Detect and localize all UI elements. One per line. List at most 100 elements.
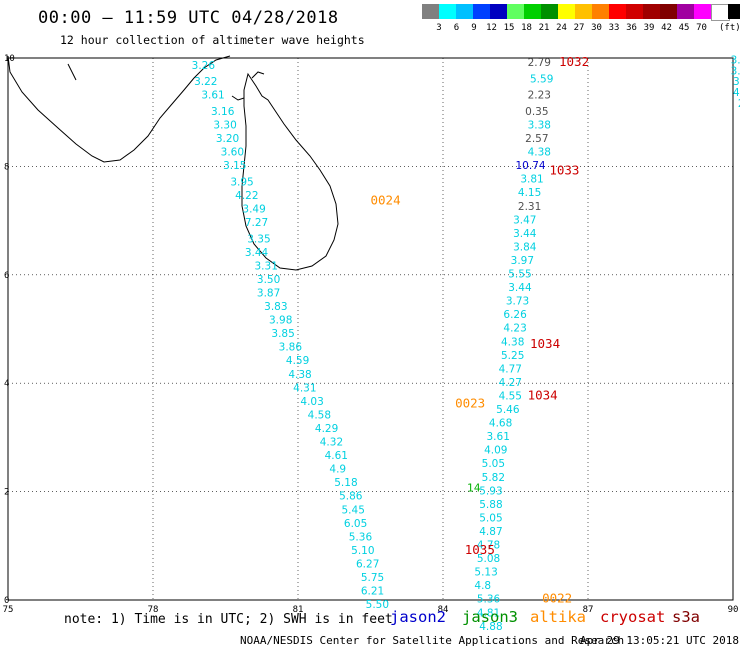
scale-swatch xyxy=(575,4,592,19)
wave-height-label: 2.23 xyxy=(528,90,551,102)
y-tick-label: 6 xyxy=(4,271,9,281)
wave-height-label: 3.83 xyxy=(264,301,287,313)
wave-height-label: 3.81 xyxy=(520,174,543,186)
scale-swatch xyxy=(507,4,524,19)
lat-lon-grid xyxy=(7,57,734,601)
x-tick-label: 87 xyxy=(583,605,594,615)
wave-height-label: 3.16 xyxy=(211,106,235,118)
wave-height-label: 4.31 xyxy=(293,382,316,394)
wave-height-label: 5.50 xyxy=(366,599,389,611)
scale-label: 24 xyxy=(556,23,567,33)
scale-unit: (ft) xyxy=(719,23,740,33)
scale-label: 36 xyxy=(626,23,637,33)
wave-height-label: 4.09 xyxy=(484,445,507,457)
wave-height-label: 3.84 xyxy=(513,241,537,253)
wave-height-label: 3.92 xyxy=(731,65,740,77)
scale-swatch xyxy=(524,4,541,19)
wave-height-label: 4.81 xyxy=(477,607,500,619)
wave-height-label: 5.88 xyxy=(479,499,502,511)
wave-height-label: 4.32 xyxy=(320,437,343,449)
scale-swatch xyxy=(422,4,439,19)
scale-swatch xyxy=(677,4,694,19)
wave-height-label: 4.23 xyxy=(503,323,526,335)
generated-timestamp: Apr 29 13:05:21 UTC 2018 xyxy=(580,634,739,647)
scale-swatch xyxy=(490,4,507,19)
wave-height-label: 3.73 xyxy=(506,296,529,308)
wave-height-label: 4.38 xyxy=(501,336,524,348)
wave-height-label: 2.79 xyxy=(528,57,551,69)
wave-height-label: 5.36 xyxy=(477,594,501,606)
scale-swatch xyxy=(541,4,558,19)
y-tick-label: 0 xyxy=(4,596,9,606)
wave-height-label: 3.47 xyxy=(513,214,536,226)
wave-height-label: 5.82 xyxy=(482,472,505,484)
wave-height-label: 5.08 xyxy=(477,553,500,565)
scale-label: 39 xyxy=(643,23,655,33)
satellite-legend-jason2: jason2 xyxy=(390,608,446,626)
wave-height-label: 3.83 xyxy=(731,54,740,66)
y-tick-label: 8 xyxy=(4,162,9,172)
x-tick-label: 90 xyxy=(728,605,739,615)
wave-height-label: 3.15 xyxy=(223,160,246,172)
track-time-label: 0023 xyxy=(455,396,485,411)
wave-height-label: 3.50 xyxy=(257,274,280,286)
wave-height-label: 5.86 xyxy=(339,491,363,503)
scale-label: 6 xyxy=(453,23,460,33)
wave-height-label: 5.10 xyxy=(351,545,374,557)
wave-height-label: 0.35 xyxy=(525,106,548,118)
wave-height-label: 2.31 xyxy=(518,201,541,213)
wave-height-label: 3.86 xyxy=(279,342,303,354)
axis-tick-labels: 75 78 81 84 87 90 0 2 4 6 8 10 xyxy=(3,54,739,615)
map-title: 00:00 – 11:59 UTC 04/28/2018 xyxy=(38,8,339,28)
wave-height-label: 3.26 xyxy=(192,60,216,72)
wave-height-label: 3.61 xyxy=(487,431,510,443)
wave-height-label: 5.36 xyxy=(349,531,373,543)
scale-label: 45 xyxy=(678,23,690,33)
wave-height-label: 3.95 xyxy=(230,176,253,188)
satellite-legend-s3a: s3a xyxy=(672,608,700,626)
scale-swatch xyxy=(609,4,626,19)
x-tick-label: 75 xyxy=(3,605,14,615)
y-tick-label: 10 xyxy=(4,54,15,64)
wave-height-label: 3.33 xyxy=(733,76,740,88)
wave-height-label: 3.60 xyxy=(221,147,244,159)
wave-height-label: 4.77 xyxy=(499,363,522,375)
wave-height-label: 4.27 xyxy=(499,377,522,389)
scale-swatch xyxy=(592,4,609,19)
wave-height-label: 3.35 xyxy=(247,233,270,245)
x-tick-label: 84 xyxy=(438,605,449,615)
wave-height-label: 6.21 xyxy=(361,586,384,598)
track-time-label: 1034 xyxy=(528,387,558,402)
scale-swatch xyxy=(660,4,677,19)
wave-height-label: 4.87 xyxy=(479,526,502,538)
wave-height-label: 3.85 xyxy=(271,328,294,340)
x-tick-label: 78 xyxy=(148,605,159,615)
wave-height-label: 5.75 xyxy=(361,572,384,584)
wave-height-label: 5.55 xyxy=(508,269,531,281)
wave-height-label: 5.93 xyxy=(479,485,502,497)
wave-height-label: 5.25 xyxy=(501,350,524,362)
wave-height-label: 4.55 xyxy=(499,390,522,402)
y-tick-label: 2 xyxy=(4,488,9,498)
scale-swatch xyxy=(728,4,740,19)
wave-height-label: 3.97 xyxy=(511,255,534,267)
wave-height-label: 4.03 xyxy=(300,396,323,408)
scale-label: 30 xyxy=(591,23,602,33)
wave-height-label: 14 xyxy=(467,483,481,495)
wave-height-label: 6.27 xyxy=(356,558,379,570)
wave-height-label: 6.26 xyxy=(503,309,527,321)
wave-height-label: 3.44 xyxy=(245,247,269,259)
x-tick-label: 81 xyxy=(293,605,304,615)
wave-height-label: 4.88 xyxy=(733,87,740,99)
track-time-label: 1032 xyxy=(559,54,589,69)
credit-line: NOAA/NESDIS Center for Satellite Applica… xyxy=(240,634,625,647)
scale-swatch xyxy=(626,4,643,19)
wave-height-label: 3.44 xyxy=(513,228,537,240)
wave-height-label: 4.38 xyxy=(288,369,311,381)
wave-height-label: 6.05 xyxy=(344,518,367,530)
scale-label: 33 xyxy=(608,23,620,33)
map-subtitle: 12 hour collection of altimeter wave hei… xyxy=(60,33,365,47)
scale-swatch xyxy=(473,4,490,19)
wave-height-label: 4.58 xyxy=(308,409,331,421)
